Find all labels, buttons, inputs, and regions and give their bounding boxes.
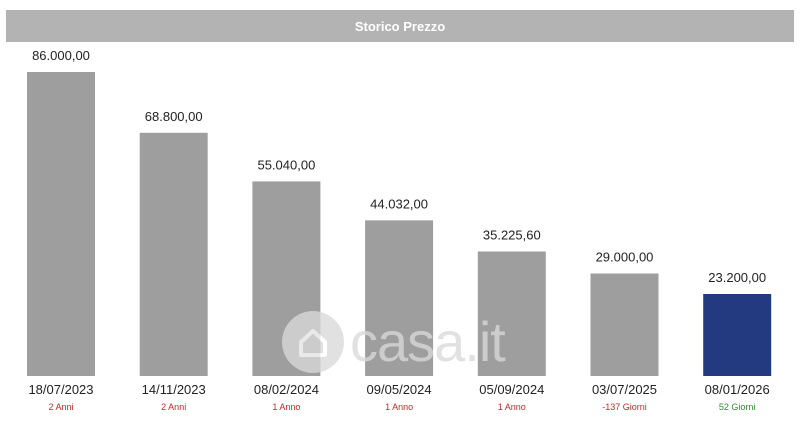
value-label-2: 68.800,00 [145,109,203,124]
value-label-6: 29.000,00 [596,249,654,264]
value-label-3: 55.040,00 [257,157,315,172]
bar-6 [590,273,659,376]
value-label-7: 23.200,00 [708,270,766,285]
duration-label-5: 1 Anno [498,402,526,412]
date-label-6: 03/07/2025 [592,382,657,397]
date-label-2: 14/11/2023 [142,382,206,397]
casa-it-watermark: casa.it [282,306,506,378]
date-label-4: 09/05/2024 [367,382,432,397]
bar-2 [139,132,208,376]
value-label-5: 35.225,60 [483,227,541,242]
value-label-4: 44.032,00 [370,196,428,211]
date-label-3: 08/02/2024 [254,382,319,397]
duration-label-3: 1 Anno [272,402,300,412]
duration-label-7: 52 Giorni [719,402,756,412]
home-icon [282,311,344,373]
bar-7 [703,293,772,376]
duration-label-1: 2 Anni [48,402,73,412]
bar-5 [477,251,546,376]
duration-label-2: 2 Anni [161,402,186,412]
watermark-text: casa.it [350,310,506,373]
date-label-5: 05/09/2024 [479,382,544,397]
bar-1 [27,72,95,376]
bar-4 [365,220,434,376]
value-label-1: 86.000,00 [32,48,90,63]
duration-label-4: 1 Anno [385,402,413,412]
chart-title-bar: Storico Prezzo [6,10,794,42]
date-label-7: 08/01/2026 [705,382,770,397]
chart-title: Storico Prezzo [354,18,446,34]
date-label-1: 18/07/2023 [28,382,93,397]
duration-label-6: -137 Giorni [602,402,647,412]
